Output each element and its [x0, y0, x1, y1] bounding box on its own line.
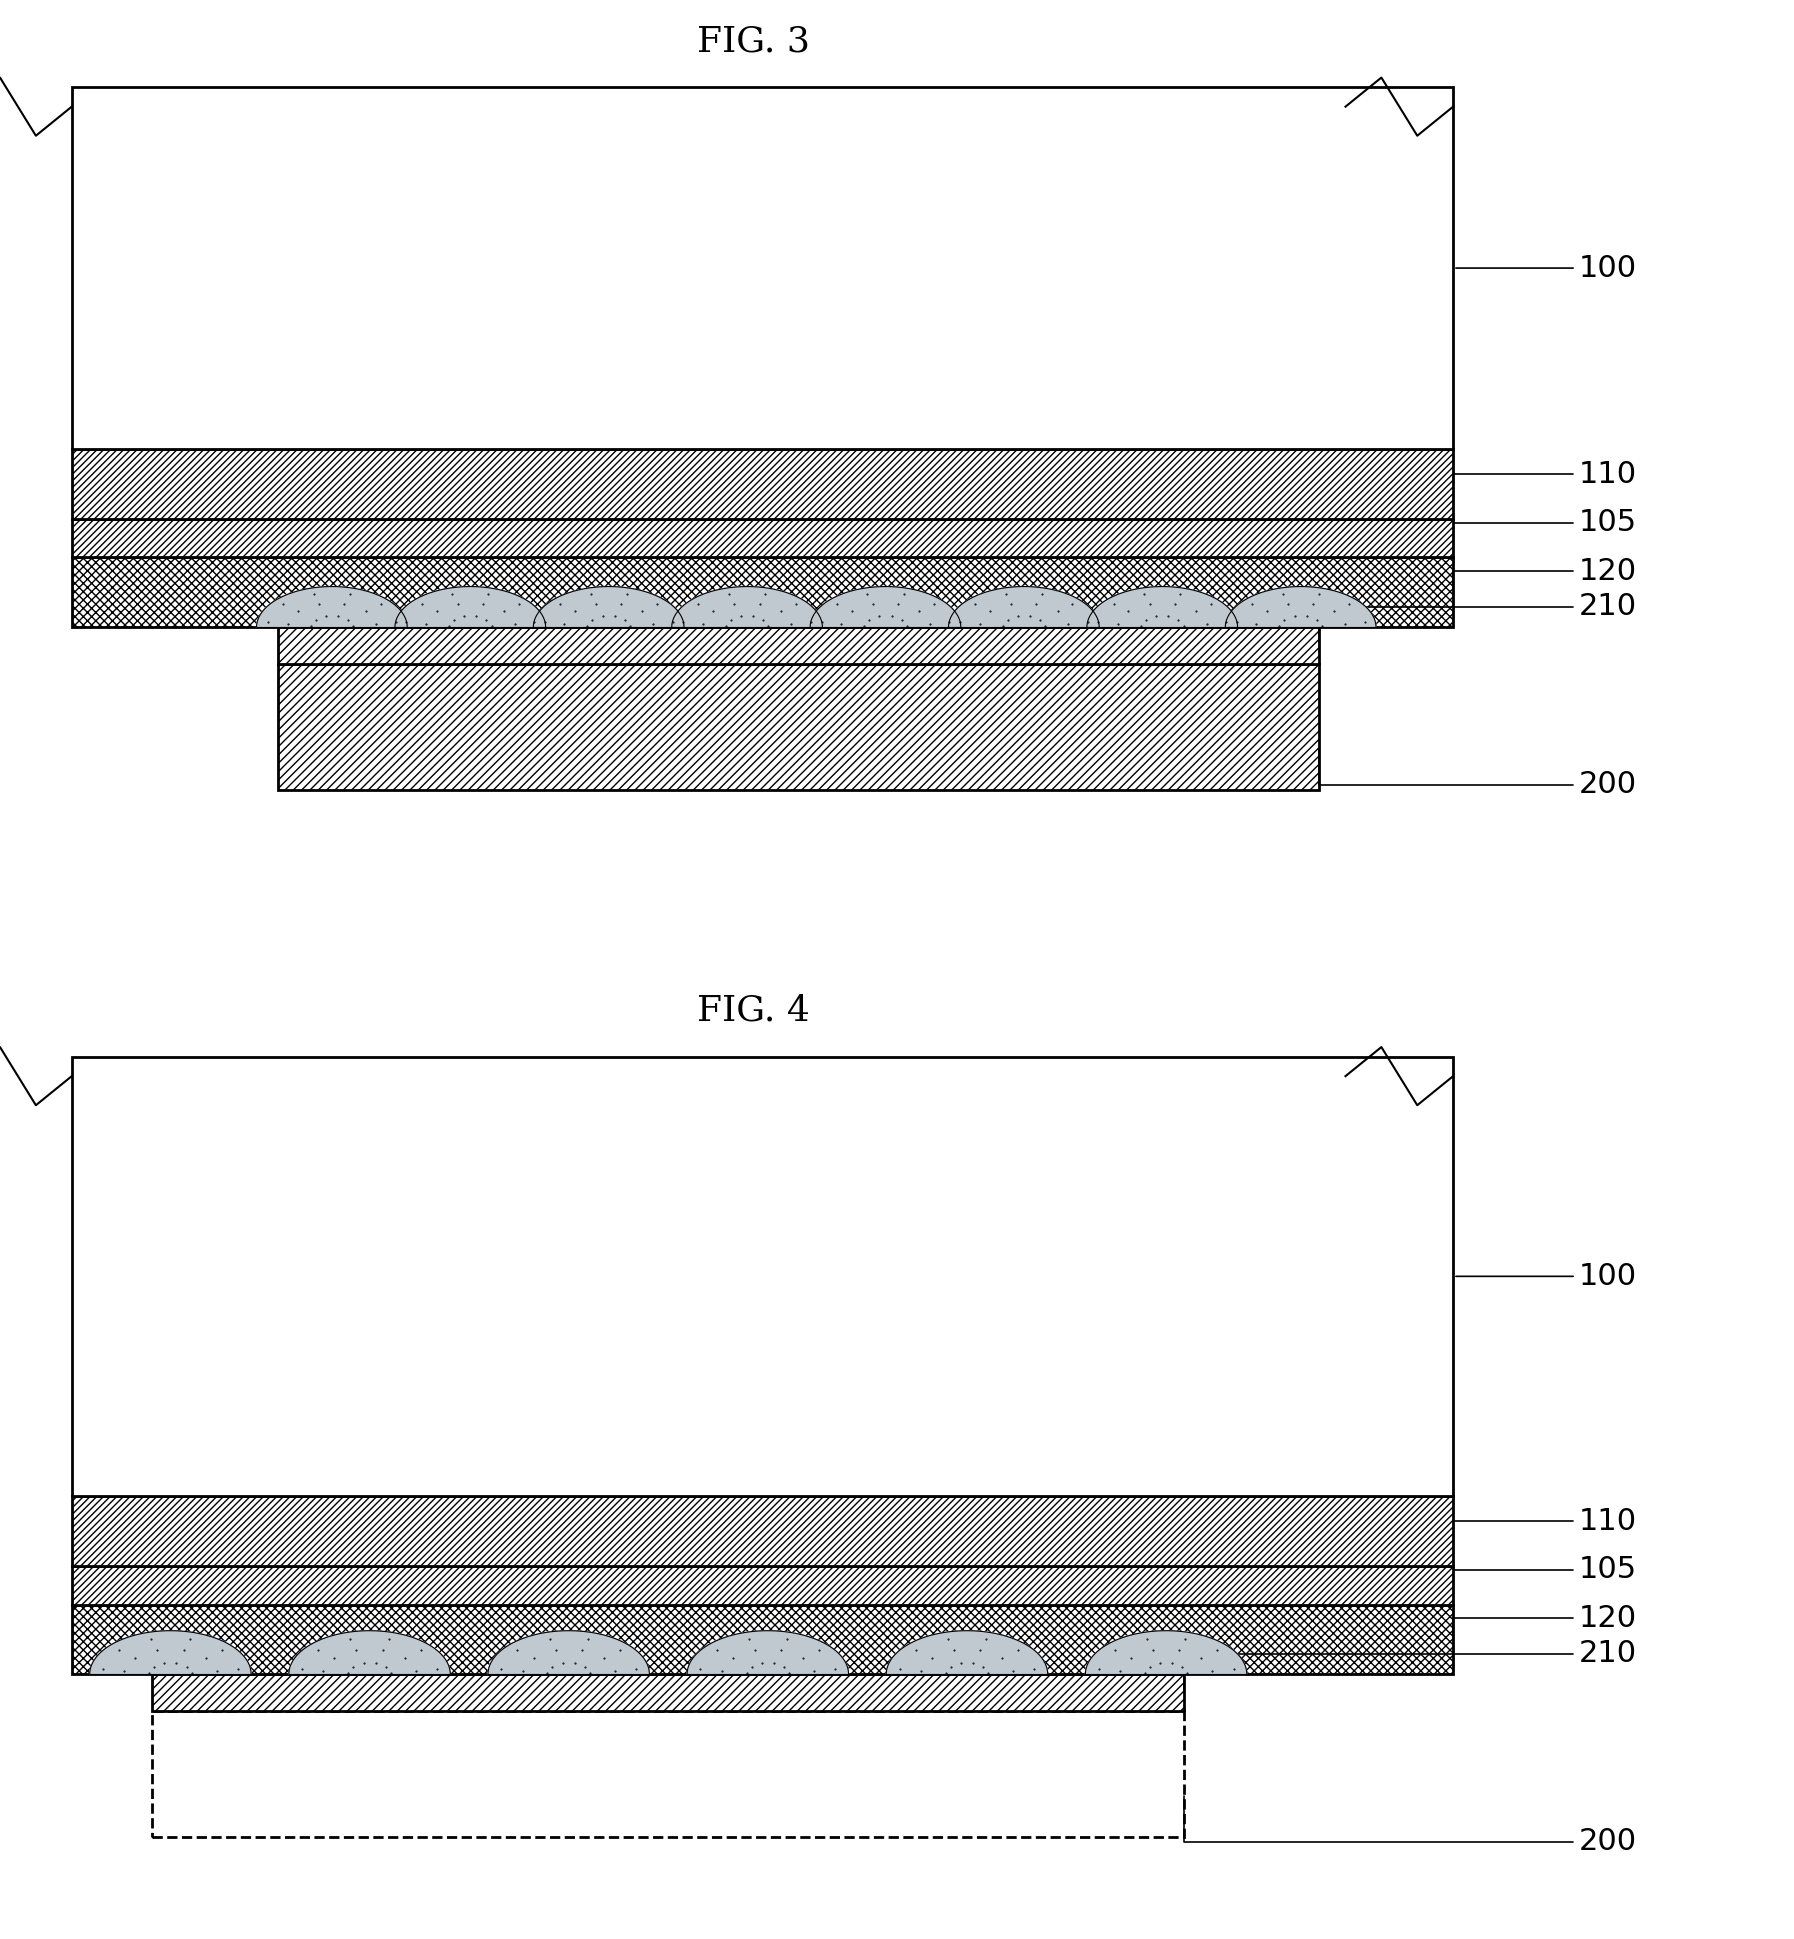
Bar [72, 1567, 1453, 1605]
Bar [72, 450, 1453, 518]
Text: 100: 100 [1457, 254, 1636, 283]
Text: FIG. 4: FIG. 4 [698, 993, 809, 1028]
Bar [72, 1497, 1453, 1567]
Polygon shape [257, 588, 407, 626]
Bar [72, 450, 1453, 518]
Polygon shape [488, 1631, 649, 1673]
Text: 120: 120 [1453, 556, 1636, 589]
Polygon shape [811, 588, 962, 626]
Text: 210: 210 [1319, 593, 1636, 644]
Bar [72, 520, 1453, 558]
Polygon shape [1087, 588, 1238, 626]
Bar [72, 1497, 1453, 1567]
Text: 105: 105 [1453, 1555, 1636, 1584]
Bar [72, 520, 1453, 558]
Text: 100: 100 [1457, 1262, 1636, 1291]
Bar [72, 87, 1453, 450]
Text: 120: 120 [1453, 1604, 1636, 1637]
Polygon shape [671, 588, 822, 626]
Bar [72, 556, 1453, 626]
Bar [152, 1673, 1184, 1712]
Text: 105: 105 [1453, 508, 1636, 537]
Text: FIG. 3: FIG. 3 [698, 25, 809, 58]
Polygon shape [1085, 1631, 1247, 1673]
Polygon shape [90, 1631, 251, 1673]
Bar [72, 556, 1453, 626]
Text: 110: 110 [1453, 1507, 1636, 1536]
Bar [152, 1673, 1184, 1712]
Polygon shape [687, 1631, 849, 1673]
Polygon shape [533, 588, 684, 626]
Bar [278, 663, 1319, 791]
Text: 200: 200 [1184, 1796, 1636, 1856]
Polygon shape [395, 588, 545, 626]
Text: 210: 210 [1184, 1640, 1636, 1691]
Bar [72, 1567, 1453, 1605]
Bar [72, 1057, 1453, 1497]
Polygon shape [289, 1631, 450, 1673]
Text: 110: 110 [1453, 460, 1636, 489]
Polygon shape [949, 588, 1100, 626]
Bar [152, 1710, 1184, 1838]
Bar [278, 628, 1319, 663]
Bar [278, 663, 1319, 791]
Bar [72, 1605, 1453, 1673]
Bar [278, 628, 1319, 663]
Polygon shape [886, 1631, 1048, 1673]
Bar [72, 1605, 1453, 1673]
Polygon shape [1225, 588, 1376, 626]
Text: 200: 200 [1319, 748, 1636, 799]
